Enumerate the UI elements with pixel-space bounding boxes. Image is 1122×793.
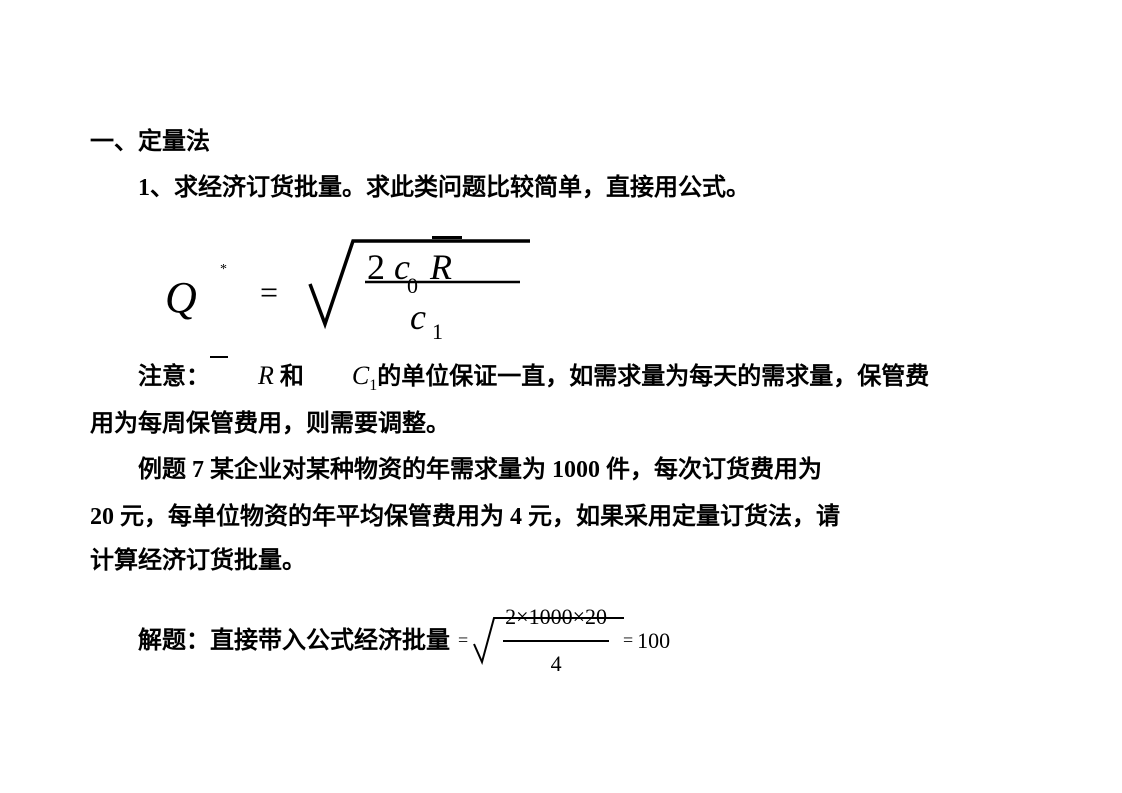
- example-line-1: 例题 7 某企业对某种物资的年需求量为 1000 件，每次订货费用为: [90, 448, 1032, 492]
- formula-equals: =: [260, 263, 278, 322]
- formula-superscript: *: [220, 257, 227, 283]
- paragraph-intro: 1、求经济订货批量。求此类问题比较简单，直接用公式。: [90, 166, 1032, 210]
- solution-line: 解题：直接带入公式经济批量 = 2×1000×20 4 = 100: [90, 597, 1032, 684]
- inline-R-bar: R: [210, 352, 274, 400]
- inline-C1: C1: [304, 352, 377, 400]
- formula-variable-Q: Q: [165, 257, 197, 338]
- example-line-3: 计算经济订货批量。: [90, 539, 1032, 583]
- note-paragraph-1: 注意：R 和C1的单位保证一直，如需求量为每天的需求量，保管费: [90, 352, 1032, 400]
- sqrt-small-icon: [472, 612, 627, 670]
- solution-label: 解题：直接带入公式经济批量: [90, 619, 450, 663]
- solution-formula: = 2×1000×20 4 = 100: [454, 597, 670, 684]
- solution-result: 100: [637, 621, 670, 662]
- formula-denominator: c1: [410, 284, 437, 351]
- note-paragraph-2: 用为每周保管费用，则需要调整。: [90, 402, 1032, 446]
- example-line-2: 20 元，每单位物资的年平均保管费用为 4 元，如果采用定量订货法，请: [90, 495, 1032, 539]
- section-heading: 一、定量法: [90, 120, 1032, 164]
- eoq-formula: Q * = 2 c0 R c1: [165, 229, 1032, 334]
- document-content: 一、定量法 1、求经济订货批量。求此类问题比较简单，直接用公式。 Q * = 2…: [90, 120, 1032, 685]
